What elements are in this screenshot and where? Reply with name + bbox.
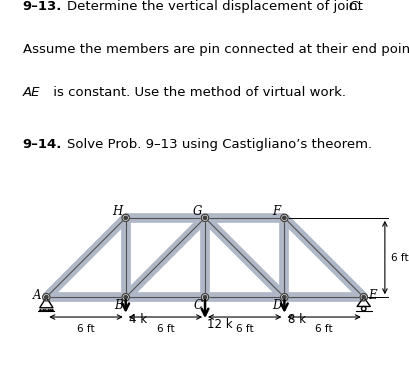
Text: D: D: [272, 299, 281, 312]
Text: 9–14.: 9–14.: [22, 138, 62, 151]
Text: H: H: [112, 205, 123, 218]
Text: A: A: [33, 289, 41, 302]
Text: 6 ft: 6 ft: [315, 324, 332, 334]
Text: 6 ft: 6 ft: [77, 324, 94, 334]
Circle shape: [43, 293, 50, 301]
Circle shape: [45, 295, 48, 299]
Text: F: F: [272, 205, 280, 218]
Text: Solve Prob. 9–13 using Castigliano’s theorem.: Solve Prob. 9–13 using Castigliano’s the…: [67, 138, 371, 151]
Circle shape: [282, 216, 285, 219]
Text: 6 ft: 6 ft: [235, 324, 253, 334]
Circle shape: [282, 295, 285, 299]
Text: G: G: [192, 205, 201, 218]
Text: C: C: [193, 299, 202, 312]
Text: AE: AE: [22, 86, 40, 99]
Text: 8 k: 8 k: [287, 313, 305, 326]
Text: 9–13.: 9–13.: [22, 0, 62, 13]
Text: C.: C.: [347, 0, 361, 13]
Text: E: E: [368, 290, 376, 302]
Circle shape: [203, 295, 206, 299]
Text: 4 k: 4 k: [129, 313, 147, 326]
Circle shape: [124, 216, 127, 219]
Circle shape: [280, 214, 288, 221]
Circle shape: [361, 306, 365, 311]
Text: 9: 9: [5, 232, 17, 250]
Circle shape: [361, 295, 364, 299]
Circle shape: [124, 295, 127, 299]
Text: 6 ft: 6 ft: [156, 324, 174, 334]
Text: is constant. Use the method of virtual work.: is constant. Use the method of virtual w…: [49, 86, 345, 99]
Circle shape: [201, 293, 208, 301]
Circle shape: [203, 216, 206, 219]
Circle shape: [201, 214, 208, 221]
Text: 12 k: 12 k: [207, 318, 232, 331]
Circle shape: [122, 293, 129, 301]
Circle shape: [359, 293, 366, 301]
Text: 6 ft: 6 ft: [391, 252, 408, 262]
Circle shape: [122, 214, 129, 221]
Text: B: B: [114, 299, 122, 312]
Text: Assume the members are pin connected at their end points.: Assume the members are pin connected at …: [22, 43, 409, 56]
Text: Determine the vertical displacement of joint: Determine the vertical displacement of j…: [67, 0, 366, 13]
Circle shape: [280, 293, 288, 301]
